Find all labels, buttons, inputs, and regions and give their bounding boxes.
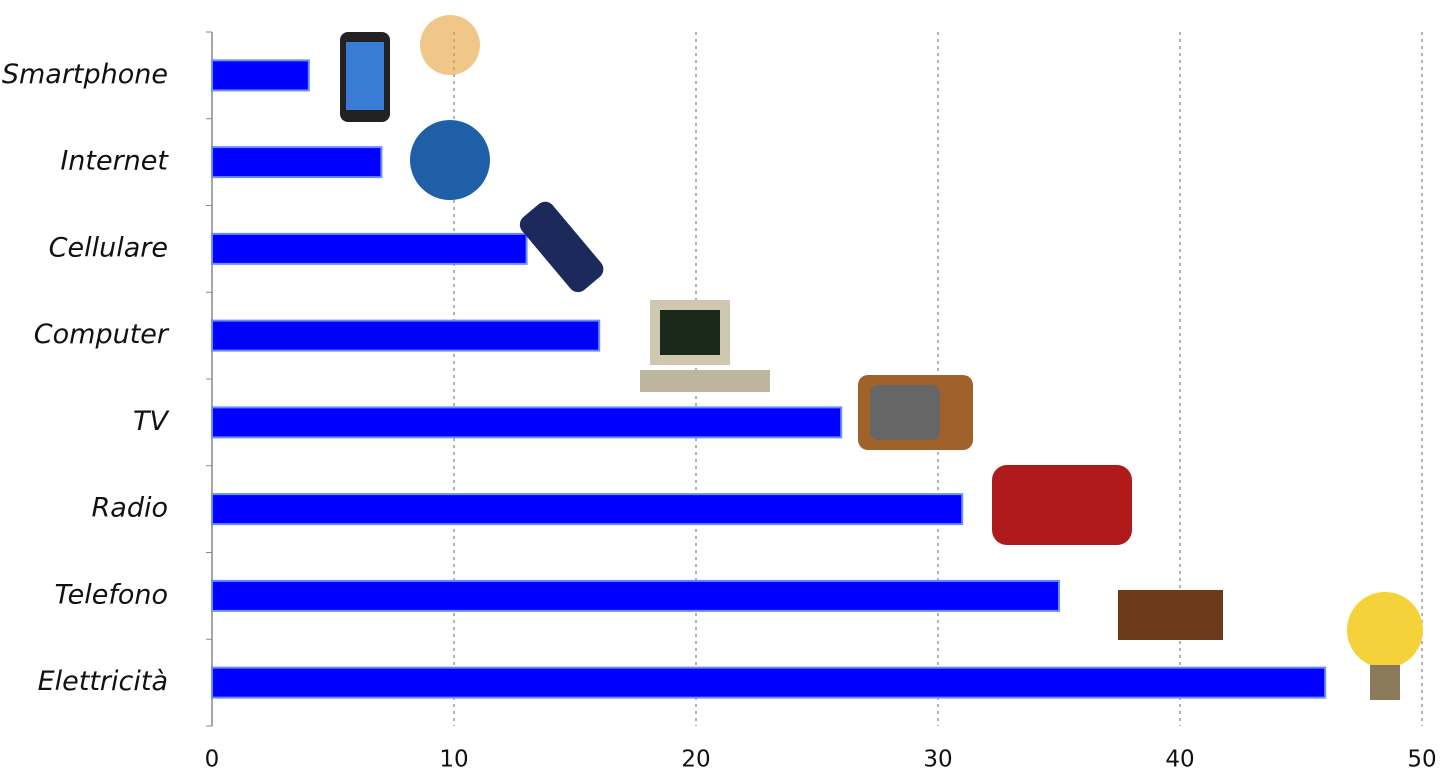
y-tick-label: Cellulare: [49, 232, 168, 263]
y-tick-label: Telefono: [54, 579, 168, 610]
x-tick-label: 0: [205, 747, 220, 773]
bar: [211, 406, 843, 439]
bar: [211, 579, 1060, 612]
bar: [211, 146, 383, 179]
icon-radio: [992, 465, 1132, 545]
x-tick-label: 10: [439, 747, 468, 773]
x-tick-label: 30: [923, 747, 952, 773]
icon-computer-screen: [660, 310, 720, 355]
plot: 0 10 20 30 40 50 Smartphone Internet Cellulare Co…: [2, 31, 1437, 773]
bar: [211, 666, 1327, 699]
y-tick-label: Smartphone: [2, 59, 168, 90]
icon-globe: [410, 120, 490, 200]
icon-apps: [420, 15, 480, 75]
icon-telephone: [1118, 590, 1223, 640]
bar: [211, 319, 601, 352]
y-tick-label: TV: [133, 406, 170, 437]
x-tick-label: 40: [1165, 747, 1194, 773]
icon-screen: [346, 42, 384, 110]
bar: [211, 232, 528, 265]
x-tick-label: 50: [1407, 747, 1436, 773]
icon-tv-screen: [870, 385, 940, 440]
y-tick-label: Computer: [34, 319, 170, 350]
icon-cellphone: [519, 201, 604, 293]
icon-bulb-base: [1370, 665, 1400, 700]
decorative-icons: [340, 15, 1423, 700]
bar: [211, 59, 310, 92]
bar: [211, 493, 964, 526]
icon-bulb: [1347, 592, 1423, 668]
y-tick-label: Internet: [60, 146, 169, 177]
icon-keyboard: [640, 370, 770, 392]
y-tick-label: Radio: [92, 493, 168, 524]
y-tick-label: Elettricità: [38, 666, 168, 697]
x-tick-label: 20: [681, 747, 710, 773]
